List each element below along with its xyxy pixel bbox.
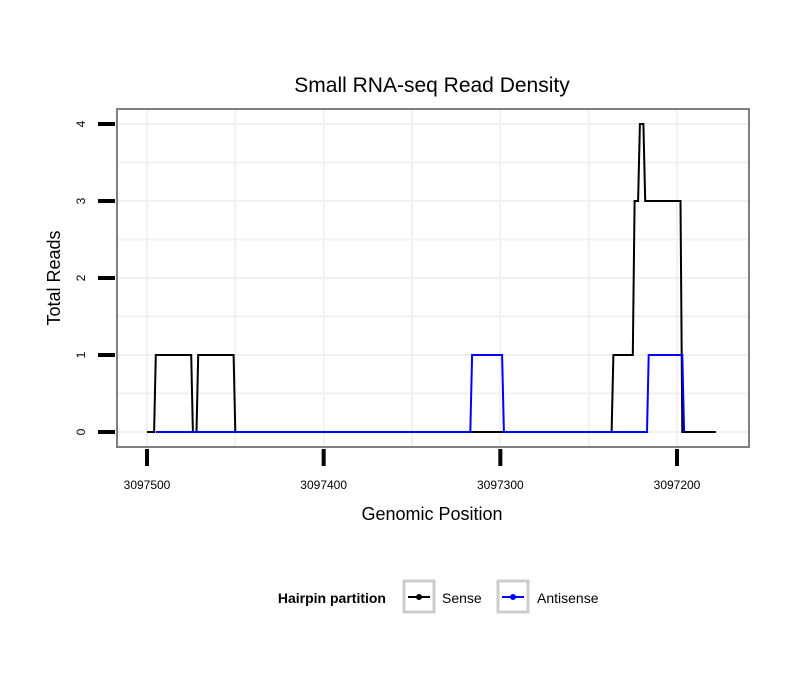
y-tick-label: 2 <box>74 274 88 281</box>
x-axis-title: Genomic Position <box>361 504 502 524</box>
series-line-antisense <box>155 354 686 433</box>
chart-title: Small RNA-seq Read Density <box>294 74 570 97</box>
legend-label-sense: Sense <box>442 590 482 606</box>
y-axis-ticks: 0 1 2 3 4 <box>74 120 115 435</box>
x-axis-ticks: 3097500 3097400 3097300 3097200 <box>124 449 701 492</box>
y-tick-label: 4 <box>74 120 88 127</box>
x-tick-label: 3097300 <box>477 478 524 492</box>
x-tick-label: 3097200 <box>654 478 701 492</box>
legend: Hairpin partition Sense Antisense <box>278 579 599 614</box>
series-lines <box>147 123 716 433</box>
x-tick-label: 3097500 <box>124 478 171 492</box>
x-tick-label: 3097400 <box>300 478 347 492</box>
y-tick-label: 1 <box>74 351 88 358</box>
legend-label-antisense: Antisense <box>537 590 599 606</box>
y-axis-title: Total Reads <box>44 230 64 325</box>
y-tick-label: 0 <box>74 428 88 435</box>
legend-dot-sense <box>416 594 422 600</box>
y-tick-label: 3 <box>74 197 88 204</box>
legend-title: Hairpin partition <box>278 590 386 606</box>
legend-entry-sense: Sense <box>402 579 482 614</box>
series-line-sense <box>147 123 716 433</box>
legend-dot-antisense <box>510 594 516 600</box>
plot-panel-border <box>116 108 750 448</box>
legend-entry-antisense: Antisense <box>496 579 599 614</box>
